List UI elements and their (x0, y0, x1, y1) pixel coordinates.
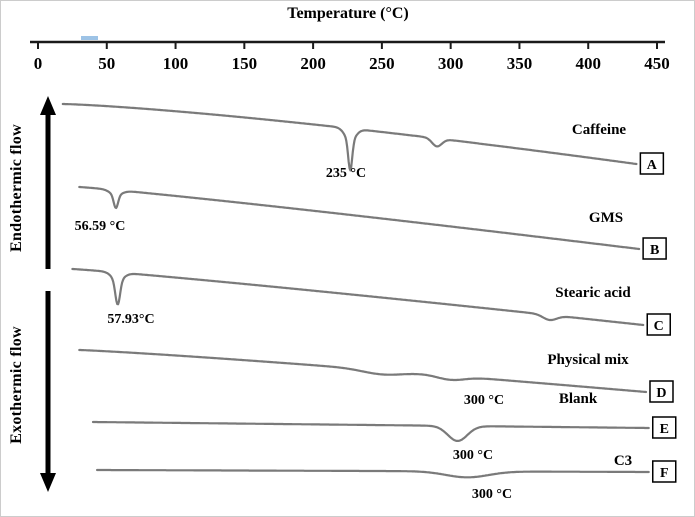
exothermic-flow-label: Exothermic flow (8, 326, 25, 444)
curve-c3 (95, 468, 650, 479)
series-label-gms: GMS (589, 210, 623, 226)
x-axis-tick-label: 400 (575, 54, 601, 73)
peak-annotation: 300 °C (472, 487, 512, 502)
letter-box-D (649, 380, 674, 403)
curve-gms (78, 185, 641, 251)
x-axis-tick-label: 300 (438, 54, 464, 73)
x-axis-tick-label: 150 (232, 54, 258, 73)
letter-box-B (642, 237, 667, 260)
exothermic-arrow-icon (40, 291, 56, 492)
peak-annotation: 57.93°C (107, 312, 154, 327)
letter-label-B: B (650, 243, 659, 258)
curve-caffeine (61, 102, 638, 172)
dsc-curves: A B C D E F (61, 102, 677, 483)
letter-label-C: C (654, 319, 664, 334)
x-axis-tick-label: 0 (34, 54, 43, 73)
letter-label-F: F (660, 466, 669, 481)
curve-physical-mix (78, 348, 648, 394)
letter-label-D: D (656, 386, 666, 401)
letter-box-F (651, 460, 677, 483)
peak-annotation: 235 °C (326, 166, 366, 181)
x-axis-tick-label: 350 (507, 54, 533, 73)
peak-annotations: 235 °C 56.59 °C 57.93°C 300 °C 300 °C 300 °C (75, 166, 512, 502)
letter-box-A (639, 152, 665, 175)
series-label-c3: C3 (614, 453, 632, 469)
x-axis-tick-label: 450 (644, 54, 670, 73)
endothermic-flow-label: Endothermic flow (8, 124, 25, 252)
series-label-blank: Blank (559, 391, 598, 407)
peak-annotation: 300 °C (464, 393, 504, 408)
series-label-caffeine: Caffeine (572, 122, 626, 138)
endothermic-arrow-icon (40, 96, 56, 269)
series-label-physical-mix: Physical mix (547, 352, 629, 368)
letter-box-C (646, 313, 671, 336)
axis-highlight-mark (81, 36, 98, 40)
curve-blank (91, 420, 650, 442)
x-axis-tick-label: 200 (300, 54, 326, 73)
series-labels: Caffeine GMS Stearic acid Physical mix Blank… (547, 122, 632, 469)
temperature-axis-title: Temperature (°C) (287, 5, 408, 22)
curve-stearic-acid (71, 267, 645, 327)
letter-label-E: E (660, 422, 669, 437)
x-axis-tick-label: 250 (369, 54, 395, 73)
letter-label-A: A (647, 158, 658, 173)
peak-annotation: 300 °C (453, 448, 493, 463)
x-axis-tick-label: 100 (163, 54, 189, 73)
x-axis: 0 50 100 150 200 250 300 350 400 450 (30, 40, 670, 73)
letter-box-E (651, 416, 677, 439)
x-axis-tick-label: 50 (98, 54, 115, 73)
series-label-stearic-acid: Stearic acid (555, 285, 631, 301)
peak-annotation: 56.59 °C (75, 219, 126, 234)
